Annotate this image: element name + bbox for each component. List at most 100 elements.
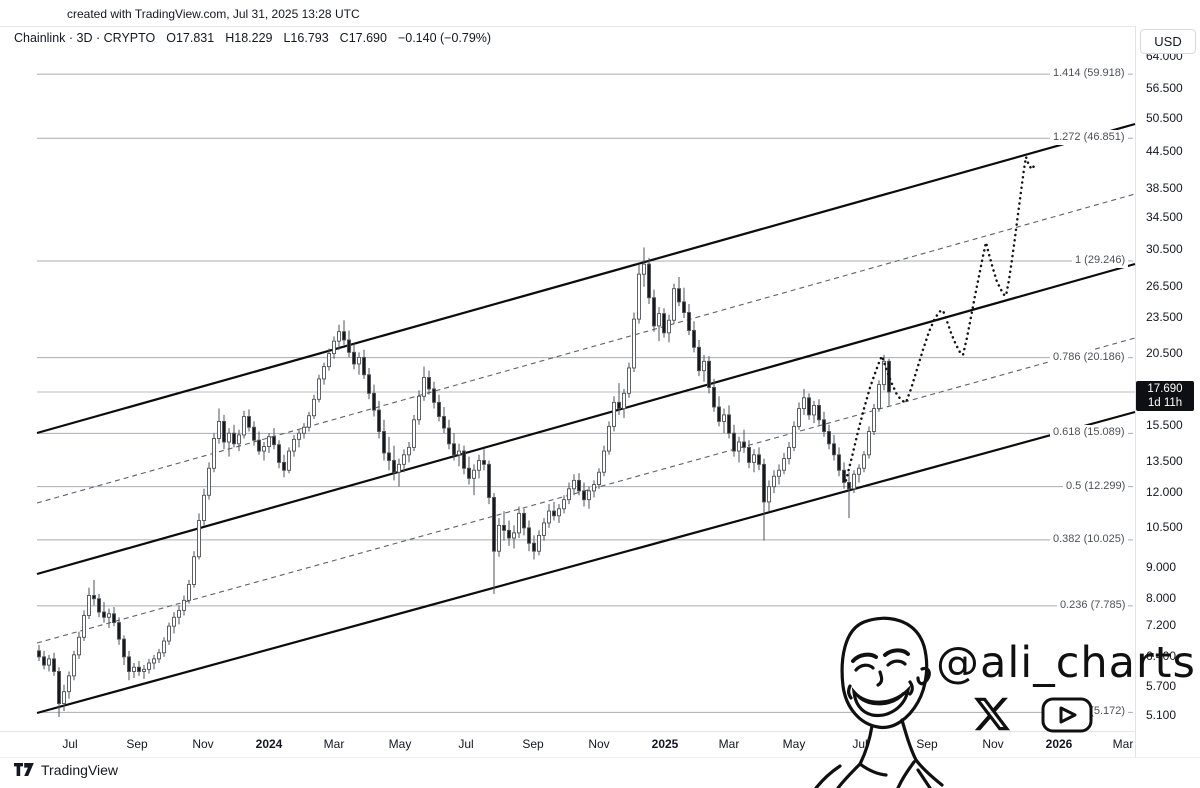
tradingview-logo[interactable]: TradingView: [14, 762, 118, 778]
candle-body: [192, 556, 196, 585]
price-tick-label: 12.000: [1146, 485, 1183, 500]
time-tick-year: 2026: [1045, 737, 1073, 751]
candle-body: [807, 397, 811, 416]
time-scale[interactable]: Jul Sep Nov 2024 Mar May Jul Sep Nov 2025 Mar May Ju…: [0, 732, 1135, 758]
symbol-title[interactable]: Chainlink · 3D · CRYPTO: [14, 31, 156, 45]
candle-body: [667, 319, 671, 334]
time-tick-month: Sep: [126, 737, 148, 751]
candle-body: [112, 613, 116, 624]
candle-body: [587, 490, 591, 501]
candle-body: [852, 473, 856, 490]
candle-body: [387, 452, 391, 461]
candle-body: [862, 454, 866, 469]
candle-body: [132, 666, 136, 672]
ohlc-high: H18.229: [225, 31, 273, 45]
candle-body: [202, 494, 206, 521]
candle-body: [777, 469, 781, 477]
candle-body: [517, 512, 521, 534]
channel-dashed-midline[interactable]: [36, 193, 1136, 504]
candle-body: [662, 313, 666, 334]
price-tick-label: 7.200: [1146, 618, 1177, 633]
price-tick-label: 26.500: [1146, 278, 1183, 293]
price-tick-label: 38.500: [1146, 181, 1183, 196]
candle-body: [492, 497, 496, 552]
ohlc-open: O17.831: [166, 31, 215, 45]
candle-body: [317, 378, 321, 400]
time-tick-month: Jul: [458, 737, 474, 751]
candle-body: [72, 654, 76, 677]
candle-body: [827, 431, 831, 445]
candle-body: [612, 401, 616, 427]
candle-body: [432, 388, 436, 403]
candle-body: [427, 377, 431, 390]
candle-body: [327, 353, 331, 368]
candle-body: [542, 522, 546, 536]
channel-trendline[interactable]: [36, 410, 1136, 715]
channel-dashed-midline[interactable]: [36, 337, 1136, 644]
last-price-badge: 17.690 1d 11h: [1136, 381, 1194, 411]
candle-body: [687, 312, 691, 331]
candle-body: [782, 458, 786, 471]
candle-body: [552, 510, 556, 517]
candle-body: [252, 426, 256, 441]
fib-level-label: 0.236 (7.785): [1057, 597, 1129, 613]
fib-level-label: 1.414 (59.918): [1050, 66, 1128, 82]
candle-body: [617, 401, 621, 410]
candle-body: [362, 356, 366, 376]
candle-body: [82, 615, 86, 638]
fib-level-label: 0.618 (15.089): [1050, 425, 1128, 441]
channel-trendline[interactable]: [36, 122, 1136, 435]
price-tick-label: 50.500: [1146, 110, 1183, 125]
candle-body: [117, 622, 121, 640]
candle-body: [582, 490, 586, 501]
candle-body: [752, 454, 756, 463]
price-tick-label: 8.000: [1146, 590, 1177, 605]
time-tick-month: Nov: [588, 737, 610, 751]
bar-countdown: 1d 11h: [1147, 397, 1183, 409]
candle-body: [567, 488, 571, 501]
candle-body: [397, 463, 401, 473]
currency-usd-button[interactable]: USD: [1140, 29, 1196, 54]
candle-body: [482, 460, 486, 465]
time-tick-month: Sep: [916, 737, 938, 751]
price-tick-label: 20.500: [1146, 345, 1183, 360]
time-scale-divider: [0, 731, 1200, 732]
candle-body: [297, 432, 301, 440]
candle-body: [167, 625, 171, 642]
candle-body: [712, 387, 716, 408]
price-tick-label: 9.000: [1146, 560, 1177, 575]
candle-body: [877, 384, 881, 410]
price-tick-label: 13.500: [1146, 454, 1183, 469]
time-tick-month: May: [782, 737, 806, 751]
time-tick-month: Mar: [718, 737, 740, 751]
candle-body: [547, 510, 551, 524]
candle-body: [422, 377, 426, 397]
candle-body: [727, 414, 731, 434]
candle-body: [502, 524, 506, 531]
price-tick-label: 56.500: [1146, 81, 1183, 96]
price-tick-label: 5.700: [1146, 679, 1177, 694]
channel-trendline[interactable]: [36, 262, 1136, 576]
candle-body: [222, 420, 226, 443]
candle-body: [882, 360, 886, 386]
time-tick-month: Nov: [982, 737, 1004, 751]
price-tick-label: 6.400: [1146, 648, 1177, 663]
candle-body: [237, 434, 241, 445]
price-projection-dotted[interactable]: [844, 156, 1037, 482]
fib-level-label: 1 (29.246): [1072, 253, 1129, 269]
fib-level-label: 0.786 (20.186): [1050, 349, 1128, 365]
candle-body: [307, 415, 311, 428]
time-tick-year: 2025: [651, 737, 679, 751]
candle-body: [232, 432, 236, 445]
candle-body: [292, 438, 296, 452]
candle-body: [592, 484, 596, 492]
tradingview-logo-icon: [14, 763, 34, 776]
candle-body: [757, 454, 761, 465]
candle-body: [642, 263, 646, 275]
candle-body: [372, 392, 376, 411]
candle-body: [162, 640, 166, 654]
candle-body: [412, 419, 416, 448]
candle-body: [137, 666, 141, 672]
